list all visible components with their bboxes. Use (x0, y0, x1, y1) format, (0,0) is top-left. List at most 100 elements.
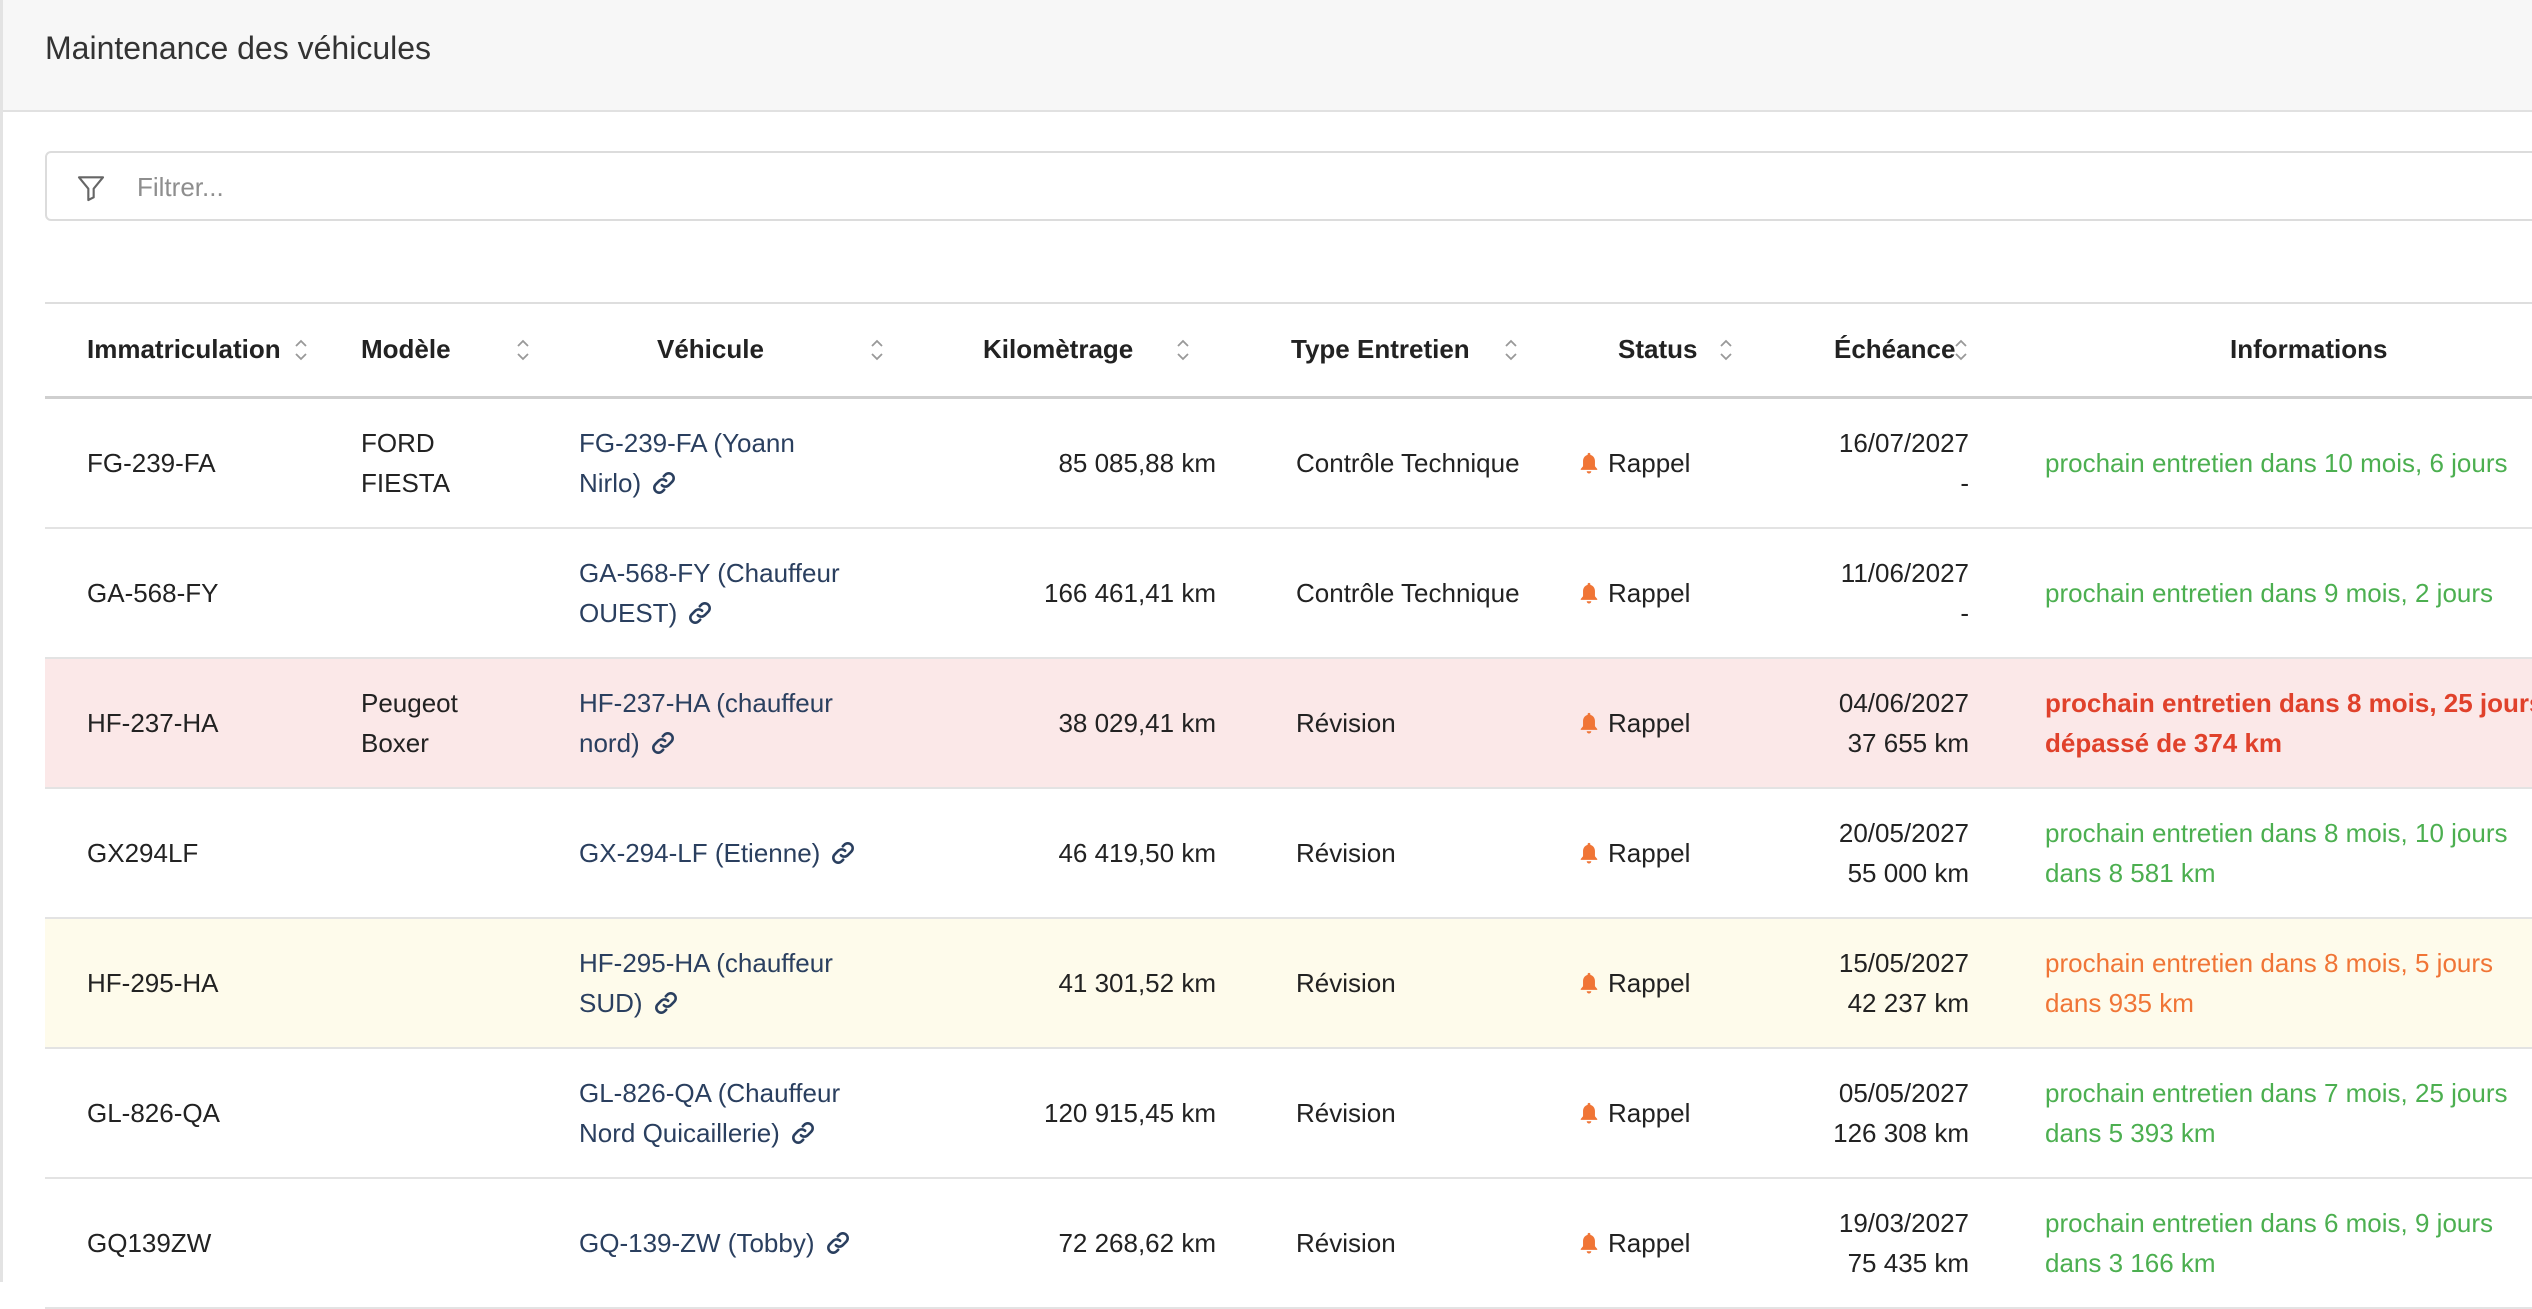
echeance-km: 126 308 km (1833, 1118, 1969, 1148)
table-row[interactable]: GX294LF GX-294-LF (Etienne) 46 419,50 km… (45, 788, 2532, 919)
cell-type-entretien: Révision (1226, 1178, 1554, 1309)
sort-icon[interactable] (1953, 336, 1969, 364)
column-header-vehicule[interactable]: Véhicule (569, 302, 943, 399)
status-text: Rappel (1608, 448, 1691, 478)
column-header-kilometrage[interactable]: Kilomètrage (943, 302, 1226, 399)
echeance-km: 75 435 km (1847, 1248, 1969, 1278)
echeance-date: 19/03/2027 (1838, 1208, 1969, 1238)
table-row[interactable]: GQ139ZW GQ-139-ZW (Tobby) 72 268,62 km R… (45, 1178, 2532, 1309)
vehicle-line-2: OUEST) (579, 598, 678, 628)
cell-informations: prochain entretien dans 6 mois, 9 jours d… (2007, 1178, 2532, 1309)
vehicle-link[interactable]: HF-295-HA (chauffeur SUD) (579, 948, 833, 1018)
sort-icon[interactable] (1175, 336, 1191, 364)
info-line-1: prochain entretien dans 7 mois, 25 jours (2045, 1078, 2508, 1108)
cell-echeance: 16/07/2027 - (1773, 397, 2007, 529)
cell-informations: prochain entretien dans 9 mois, 2 jours (2007, 528, 2532, 659)
cell-vehicule: GL-826-QA (Chauffeur Nord Quicaillerie) (569, 1048, 943, 1179)
link-icon[interactable] (790, 1120, 816, 1146)
table-row[interactable]: FG-239-FA FORD FIESTA FG-239-FA (Yoann Nir… (45, 397, 2532, 529)
immatriculation-text: FG-239-FA (87, 448, 216, 478)
type-entretien-text: Révision (1296, 1098, 1396, 1128)
modele-line-1: FORD (361, 428, 435, 458)
info-line-2: dans 8 581 km (2045, 858, 2216, 888)
cell-type-entretien: Révision (1226, 918, 1554, 1049)
cell-informations: prochain entretien dans 8 mois, 10 jours… (2007, 788, 2532, 919)
vehicle-link[interactable]: GQ-139-ZW (Tobby) (579, 1228, 851, 1258)
echeance-date: 20/05/2027 (1838, 818, 1969, 848)
vehicle-link[interactable]: FG-239-FA (Yoann Nirlo) (579, 428, 795, 498)
vehicle-line-2: Nirlo) (579, 468, 642, 498)
column-header-modele[interactable]: Modèle (351, 302, 569, 399)
vehicle-line-1: HF-295-HA (chauffeur (579, 948, 833, 978)
cell-status: Rappel (1554, 658, 1773, 789)
cell-modele: FORD FIESTA (351, 397, 569, 529)
cell-echeance: 20/05/2027 55 000 km (1773, 788, 2007, 919)
cell-status: Rappel (1554, 528, 1773, 659)
cell-echeance: 05/05/2027 126 308 km (1773, 1048, 2007, 1179)
vehicle-line-1: GQ-139-ZW (Tobby) (579, 1228, 815, 1258)
table-row[interactable]: GA-568-FY GA-568-FY (Chauffeur OUEST) 166… (45, 528, 2532, 659)
vehicle-link[interactable]: HF-237-HA (chauffeur nord) (579, 688, 833, 758)
type-entretien-text: Révision (1296, 1228, 1396, 1258)
link-icon[interactable] (650, 730, 676, 756)
cell-informations: prochain entretien dans 7 mois, 25 jours… (2007, 1048, 2532, 1179)
filter-box[interactable] (45, 151, 2532, 221)
link-icon[interactable] (653, 990, 679, 1016)
cell-vehicule: GX-294-LF (Etienne) (569, 788, 943, 919)
sort-icon[interactable] (1503, 336, 1519, 364)
cell-immatriculation: GA-568-FY (45, 528, 351, 659)
bell-icon (1580, 842, 1598, 864)
echeance-date: 16/07/2027 (1838, 428, 1969, 458)
column-header-status[interactable]: Status (1554, 302, 1773, 399)
cell-kilometrage: 41 301,52 km (943, 918, 1226, 1049)
cell-echeance: 04/06/2027 37 655 km (1773, 658, 2007, 789)
cell-immatriculation: HF-295-HA (45, 918, 351, 1049)
vehicle-line-2: nord) (579, 728, 640, 758)
link-icon[interactable] (651, 470, 677, 496)
link-icon[interactable] (825, 1230, 851, 1256)
echeance-km: 37 655 km (1847, 728, 1969, 758)
cell-kilometrage: 72 268,62 km (943, 1178, 1226, 1309)
cell-type-entretien: Révision (1226, 1048, 1554, 1179)
vehicle-link[interactable]: GX-294-LF (Etienne) (579, 838, 856, 868)
vehicle-line-2: SUD) (579, 988, 643, 1018)
column-header-type-entretien[interactable]: Type Entretien (1226, 302, 1554, 399)
cell-modele (351, 918, 569, 1049)
vehicle-line-1: GL-826-QA (Chauffeur (579, 1078, 841, 1108)
sort-icon[interactable] (293, 336, 309, 364)
column-header-echeance[interactable]: Échéance (1773, 302, 2007, 399)
sort-icon[interactable] (515, 336, 531, 364)
link-icon[interactable] (830, 840, 856, 866)
cell-vehicule: GA-568-FY (Chauffeur OUEST) (569, 528, 943, 659)
cell-kilometrage: 85 085,88 km (943, 397, 1226, 529)
vehicle-line-1: GX-294-LF (Etienne) (579, 838, 821, 868)
table-row[interactable]: HF-237-HA Peugeot Boxer HF-237-HA (chauff… (45, 658, 2532, 789)
cell-status: Rappel (1554, 918, 1773, 1049)
column-header-immatriculation[interactable]: Immatriculation (45, 302, 351, 399)
echeance-date: 04/06/2027 (1838, 688, 1969, 718)
column-label: Véhicule (657, 334, 764, 364)
vehicle-link[interactable]: GA-568-FY (Chauffeur OUEST) (579, 558, 840, 628)
column-label: Type Entretien (1291, 334, 1470, 364)
cell-kilometrage: 38 029,41 km (943, 658, 1226, 789)
cell-vehicule: GQ-139-ZW (Tobby) (569, 1178, 943, 1309)
cell-immatriculation: GQ139ZW (45, 1178, 351, 1309)
cell-informations: prochain entretien dans 10 mois, 6 jours (2007, 397, 2532, 529)
link-icon[interactable] (687, 600, 713, 626)
info-line-1: prochain entretien dans 6 mois, 9 jours (2045, 1208, 2494, 1238)
sort-icon[interactable] (1718, 336, 1734, 364)
sort-icon[interactable] (869, 336, 885, 364)
vehicle-link[interactable]: GL-826-QA (Chauffeur Nord Quicaillerie) (579, 1078, 840, 1148)
column-header-informations[interactable]: Informations (2007, 302, 2532, 399)
cell-immatriculation: FG-239-FA (45, 397, 351, 529)
table-body: FG-239-FA FORD FIESTA FG-239-FA (Yoann Nir… (45, 397, 2532, 1309)
status-text: Rappel (1608, 968, 1691, 998)
echeance-date: 11/06/2027 (1840, 558, 1969, 588)
column-label: Informations (2230, 334, 2388, 364)
table-row[interactable]: HF-295-HA HF-295-HA (chauffeur SUD) 41 30… (45, 918, 2532, 1049)
table-row[interactable]: GL-826-QA GL-826-QA (Chauffeur Nord Quica… (45, 1048, 2532, 1179)
column-label: Modèle (361, 334, 451, 364)
filter-input[interactable] (135, 153, 2139, 221)
immatriculation-text: HF-295-HA (87, 968, 219, 998)
